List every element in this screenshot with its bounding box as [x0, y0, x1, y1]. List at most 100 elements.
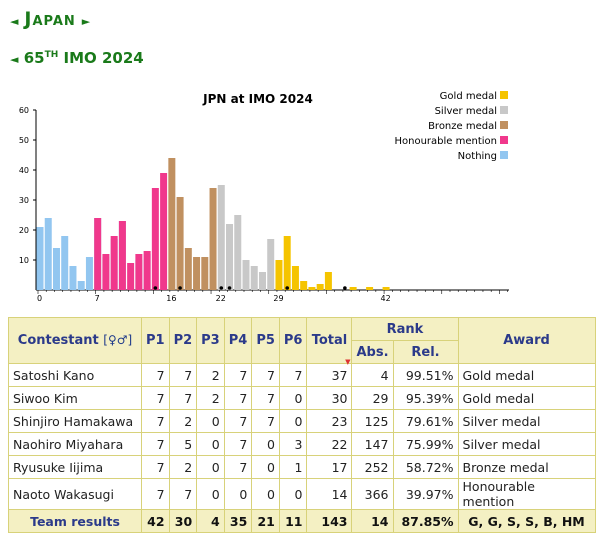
total-header[interactable]: Total ▼	[307, 318, 352, 366]
rank-abs: 147	[352, 433, 393, 455]
contestant-name[interactable]: Naohiro Miyahara	[9, 433, 141, 455]
legend-label: Honourable mention	[394, 136, 497, 147]
problem-score: 0	[252, 456, 279, 478]
country-heading: ◄ Japan ►	[10, 8, 90, 30]
team-rank-rel: 87.85%	[393, 510, 458, 532]
bar-gold-medal	[316, 284, 324, 290]
p2-header[interactable]: P2	[169, 318, 197, 363]
problem-score: 7	[252, 364, 279, 386]
score-distribution-chart: 10 20 30 40 50 60 0 7 16 22 29 42 JPN at IMO 2024 Gol…	[19, 91, 509, 303]
country-name: Japan	[24, 8, 76, 30]
rank-rel: 99.51%	[393, 364, 458, 386]
legend-label: Silver medal	[435, 106, 497, 117]
x-tick-label: 0	[37, 294, 42, 303]
bar-nothing	[36, 227, 44, 290]
rank-rel: 79.61%	[393, 410, 458, 432]
p3-header[interactable]: P3	[197, 318, 224, 363]
problem-score: 7	[142, 433, 169, 455]
bar-honourable-mention	[94, 218, 102, 290]
rank-abs: 4	[352, 364, 393, 386]
bar-gold-medal	[300, 281, 308, 290]
team-problem-score: 35	[224, 510, 252, 532]
bar-gold-medal	[324, 272, 332, 290]
y-tick-label: 20	[19, 226, 29, 235]
p6-header[interactable]: P6	[279, 318, 307, 363]
p5-header[interactable]: P5	[252, 318, 279, 363]
table-row: Naoto Wakasugi 7 7 0 0 0 0 14 366 39.97% Honourabl…	[9, 479, 595, 509]
problem-score: 0	[279, 387, 307, 409]
bar-gold-medal	[308, 287, 316, 290]
y-tick-label: 30	[19, 196, 29, 205]
y-tick-label: 40	[19, 166, 29, 175]
problem-score: 0	[252, 479, 279, 509]
award: Silver medal	[458, 433, 595, 455]
table-row: Satoshi Kano 7 7 2 7 7 7 37 4 99.51% Gold medal	[9, 364, 595, 386]
team-problem-score: 30	[169, 510, 197, 532]
sort-down-icon: ▼	[345, 358, 351, 366]
total-score: 30	[307, 387, 352, 409]
team-total: 143	[307, 510, 352, 532]
bar-nothing	[85, 257, 93, 290]
contestant-name[interactable]: Satoshi Kano	[9, 364, 141, 386]
problem-score: 7	[224, 410, 252, 432]
contestant-name[interactable]: Naoto Wakasugi	[9, 479, 141, 509]
problem-score: 0	[197, 479, 224, 509]
edition-number: 65	[23, 49, 45, 67]
contestant-name[interactable]: Shinjiro Hamakawa	[9, 410, 141, 432]
bar-gold-medal	[366, 287, 374, 290]
rank-abs: 366	[352, 479, 393, 509]
x-tick-label: 42	[380, 294, 390, 303]
total-score: 37	[307, 364, 352, 386]
bar-silver-medal	[226, 224, 234, 290]
bar-gold-medal	[275, 260, 283, 290]
rank-rel: 95.39%	[393, 387, 458, 409]
legend-label: Bronze medal	[428, 121, 497, 132]
problem-score: 7	[169, 387, 197, 409]
problem-score: 7	[142, 479, 169, 509]
award: Honourable mention	[458, 479, 595, 509]
total-score: 14	[307, 479, 352, 509]
contestant-name[interactable]: Siwoo Kim	[9, 387, 141, 409]
rank-abs: 125	[352, 410, 393, 432]
team-member-marker	[178, 286, 182, 290]
problem-score: 2	[197, 387, 224, 409]
award: Bronze medal	[458, 456, 595, 478]
problem-score: 0	[252, 433, 279, 455]
bar-gold-medal	[382, 287, 390, 290]
problem-score: 5	[169, 433, 197, 455]
problem-score: 7	[224, 456, 252, 478]
award-header: Award	[458, 318, 595, 363]
problem-score: 7	[224, 364, 252, 386]
p1-header[interactable]: P1	[142, 318, 169, 363]
legend-label: Nothing	[458, 151, 497, 162]
problem-score: 0	[197, 410, 224, 432]
bar-silver-medal	[242, 260, 250, 290]
bar-gold-medal	[349, 287, 357, 290]
problem-score: 0	[197, 456, 224, 478]
bar-silver-medal	[267, 239, 275, 290]
left-arrow-icon: ◄	[10, 53, 19, 66]
bar-honourable-mention	[143, 251, 151, 290]
table-row: Shinjiro Hamakawa 7 2 0 7 7 0 23 125 79.61% Silver…	[9, 410, 595, 432]
rank-abs: 252	[352, 456, 393, 478]
event-heading: ◄ 65TH IMO 2024	[10, 49, 144, 67]
team-member-marker	[153, 286, 158, 290]
p4-header[interactable]: P4	[224, 318, 252, 363]
table-row: Ryusuke Iijima 7 2 0 7 0 1 17 252 58.72% Bronze me…	[9, 456, 595, 478]
legend-label: Gold medal	[440, 91, 497, 102]
team-problem-score: 4	[197, 510, 224, 532]
gender-symbols: [♀♂]	[103, 333, 133, 347]
x-tick-label: 7	[95, 294, 100, 303]
bar-nothing	[69, 266, 77, 290]
problem-score: 2	[169, 456, 197, 478]
rank-abs: 29	[352, 387, 393, 409]
chart-title: JPN at IMO 2024	[202, 92, 313, 106]
contestant-name[interactable]: Ryusuke Iijima	[9, 456, 141, 478]
problem-score: 7	[224, 433, 252, 455]
bar-honourable-mention	[151, 188, 159, 290]
contestant-header: Contestant [♀♂]	[9, 318, 141, 363]
edition-suffix: TH	[44, 50, 59, 60]
results-table: Contestant [♀♂] P1 P2 P3 P4 P5 P6 Total …	[8, 317, 596, 533]
table-row: Siwoo Kim 7 7 2 7 7 0 30 29 95.39% Gold medal	[9, 387, 595, 409]
problem-score: 7	[252, 387, 279, 409]
